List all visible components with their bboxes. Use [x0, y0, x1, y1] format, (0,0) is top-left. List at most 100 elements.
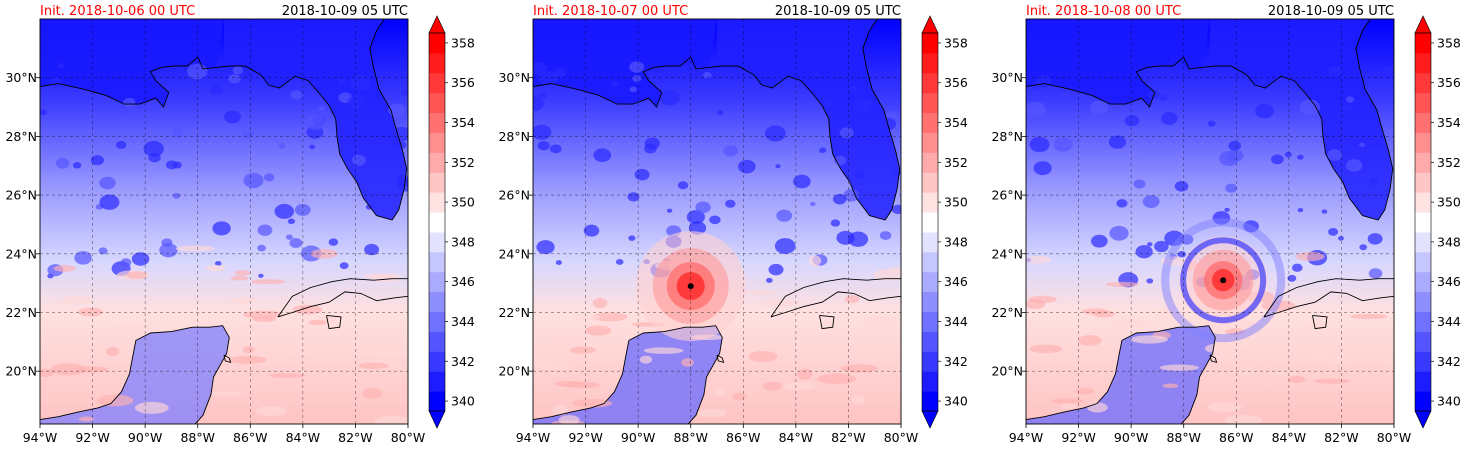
coastline	[1026, 19, 1394, 221]
coastline	[40, 19, 408, 221]
coastline	[1312, 314, 1328, 330]
x-tick-label: 84°W	[1272, 430, 1307, 445]
colorbar-tick-label: 348	[451, 234, 475, 249]
y-tick-label: 22°N	[991, 305, 1023, 320]
x-tick-label: 88°W	[1166, 430, 1201, 445]
x-tick-label: 86°W	[726, 430, 761, 445]
colorbar-tick-label: 340	[1437, 394, 1461, 409]
colorbar-tick-label: 350	[1437, 195, 1461, 210]
colorbar-band	[922, 391, 938, 412]
valid-time-title: 2018-10-09 05 UTC	[775, 4, 901, 19]
colorbar-band	[1415, 112, 1431, 133]
colorbar-tick-label: 352	[1437, 155, 1461, 170]
y-tick-label: 28°N	[991, 129, 1023, 144]
coastline	[770, 278, 901, 318]
y-tick-label: 22°N	[498, 305, 530, 320]
storm-center-marker	[1220, 277, 1227, 284]
colorbar-band	[922, 311, 938, 332]
y-tick-label: 24°N	[498, 246, 530, 261]
colorbar-band	[922, 172, 938, 193]
colorbar-tick-label: 350	[451, 195, 475, 210]
x-tick-label: 82°W	[338, 430, 373, 445]
colorbar-band	[922, 52, 938, 74]
colorbar-band	[1415, 152, 1431, 173]
colorbar-band	[429, 291, 445, 313]
colorbar-extend-max	[1414, 15, 1432, 34]
colorbar-band	[1415, 291, 1431, 313]
colorbar-tick-label: 344	[1437, 314, 1461, 329]
colorbar-band	[429, 231, 445, 253]
y-tick-label: 26°N	[498, 188, 530, 203]
storm-center-marker	[687, 283, 694, 290]
colorbar-band	[1415, 192, 1431, 213]
valid-time-title: 2018-10-09 05 UTC	[1268, 4, 1394, 19]
colorbar-band	[429, 172, 445, 193]
x-tick-label: 94°W	[1009, 430, 1044, 445]
coastline	[819, 314, 835, 330]
x-tick-label: 84°W	[286, 430, 321, 445]
y-tick-label: 28°N	[5, 129, 37, 144]
colorbar-tick-label: 346	[1437, 274, 1461, 289]
panel-2: Init. 2018-10-07 00 UTC 2018-10-09 05 UTC…	[498, 4, 967, 445]
colorbar-band	[922, 371, 938, 392]
panel-1: Init. 2018-10-06 00 UTC 2018-10-09 05 UTC…	[5, 4, 474, 445]
colorbar-band	[1415, 33, 1431, 54]
colorbar: 340 342 344 346 348 350 352 354 356 358	[921, 15, 968, 429]
colorbar-band	[1415, 92, 1431, 114]
colorbar-tick-label: 356	[1437, 75, 1461, 90]
colorbar-tick-label: 350	[944, 195, 968, 210]
colorbar-band	[922, 331, 938, 352]
colorbar-band	[1415, 172, 1431, 193]
colorbar-band	[1415, 251, 1431, 273]
colorbar-extend-min	[428, 410, 446, 429]
y-tick-label: 30°N	[991, 70, 1023, 85]
y-tick-label: 30°N	[5, 70, 37, 85]
colorbar-band	[922, 92, 938, 114]
colorbar-band	[1415, 271, 1431, 293]
theta-e-field	[533, 19, 901, 424]
x-tick-label: 80°W	[391, 430, 426, 445]
colorbar-band	[1415, 72, 1431, 94]
colorbar-band	[1415, 331, 1431, 352]
y-tick-label: 20°N	[991, 364, 1023, 379]
x-tick-label: 82°W	[1324, 430, 1359, 445]
coastline	[1263, 278, 1394, 318]
colorbar-band	[922, 152, 938, 173]
y-tick-label: 24°N	[991, 246, 1023, 261]
colorbar-tick-label: 358	[451, 35, 475, 50]
colorbar-band	[1415, 132, 1431, 153]
y-tick-label: 22°N	[5, 305, 37, 320]
x-tick-label: 86°W	[1219, 430, 1254, 445]
colorbar-band	[429, 212, 445, 233]
colorbar-band	[922, 72, 938, 94]
coastline	[40, 325, 230, 424]
theta-e-field	[40, 19, 408, 424]
x-tick-label: 90°W	[1114, 430, 1149, 445]
colorbar-band	[1415, 391, 1431, 412]
colorbar-tick-label: 342	[944, 354, 968, 369]
colorbar-band	[1415, 52, 1431, 74]
x-tick-label: 94°W	[516, 430, 551, 445]
colorbar-band	[429, 311, 445, 332]
colorbar-band	[429, 391, 445, 412]
coastline	[277, 278, 408, 318]
y-tick-label: 26°N	[991, 188, 1023, 203]
colorbar-tick-label: 358	[944, 35, 968, 50]
colorbar-tick-label: 352	[451, 155, 475, 170]
colorbar-band	[429, 331, 445, 352]
y-tick-label: 20°N	[498, 364, 530, 379]
colorbar-extend-min	[921, 410, 939, 429]
colorbar-extend-max	[921, 15, 939, 34]
x-tick-label: 88°W	[673, 430, 708, 445]
colorbar-tick-label: 348	[944, 234, 968, 249]
colorbar-band	[429, 271, 445, 293]
colorbar-band	[429, 251, 445, 273]
theta-e-field	[1026, 19, 1394, 424]
map-frame	[1025, 18, 1395, 425]
x-tick-label: 82°W	[831, 430, 866, 445]
colorbar-tick-label: 358	[1437, 35, 1461, 50]
x-tick-label: 80°W	[1377, 430, 1412, 445]
colorbar-band	[922, 212, 938, 233]
coastline	[223, 354, 232, 364]
